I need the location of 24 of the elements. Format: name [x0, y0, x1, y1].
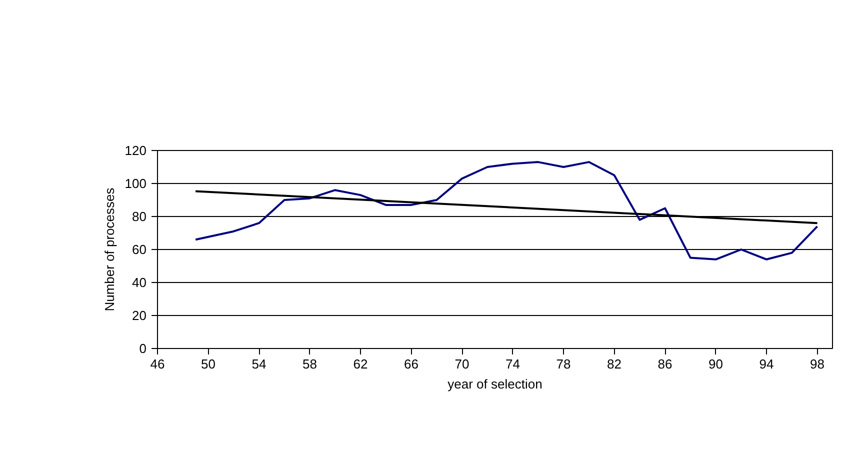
x-tick-label: 86: [658, 356, 672, 372]
y-tick-label: 60: [132, 242, 147, 257]
x-tick-label: 74: [506, 356, 520, 372]
x-axis-title: year of selection: [448, 376, 542, 392]
x-tick-label: 98: [810, 356, 825, 372]
y-tick-label: 40: [132, 275, 147, 290]
x-tick-label: 78: [556, 356, 571, 372]
x-tick-label: 46: [150, 356, 165, 372]
y-tick-label: 0: [139, 341, 147, 356]
y-tick-label: 100: [124, 176, 147, 191]
x-tick-label: 54: [252, 356, 266, 372]
x-tick-label: 82: [607, 356, 622, 372]
x-tick-label: 62: [353, 356, 368, 372]
x-tick-label: 70: [454, 356, 470, 372]
y-axis-title: Number of processes: [102, 187, 117, 312]
x-tick-label: 58: [302, 356, 317, 372]
y-tick-label: 20: [132, 308, 147, 323]
x-tick-label: 50: [201, 356, 216, 372]
x-tick-label: 94: [759, 356, 774, 372]
x-tick-label: 66: [404, 356, 418, 372]
y-tick-label: 80: [132, 209, 147, 224]
x-tick-label: 90: [708, 356, 724, 372]
y-tick-label: 120: [124, 143, 147, 158]
line-series: [194, 161, 818, 260]
